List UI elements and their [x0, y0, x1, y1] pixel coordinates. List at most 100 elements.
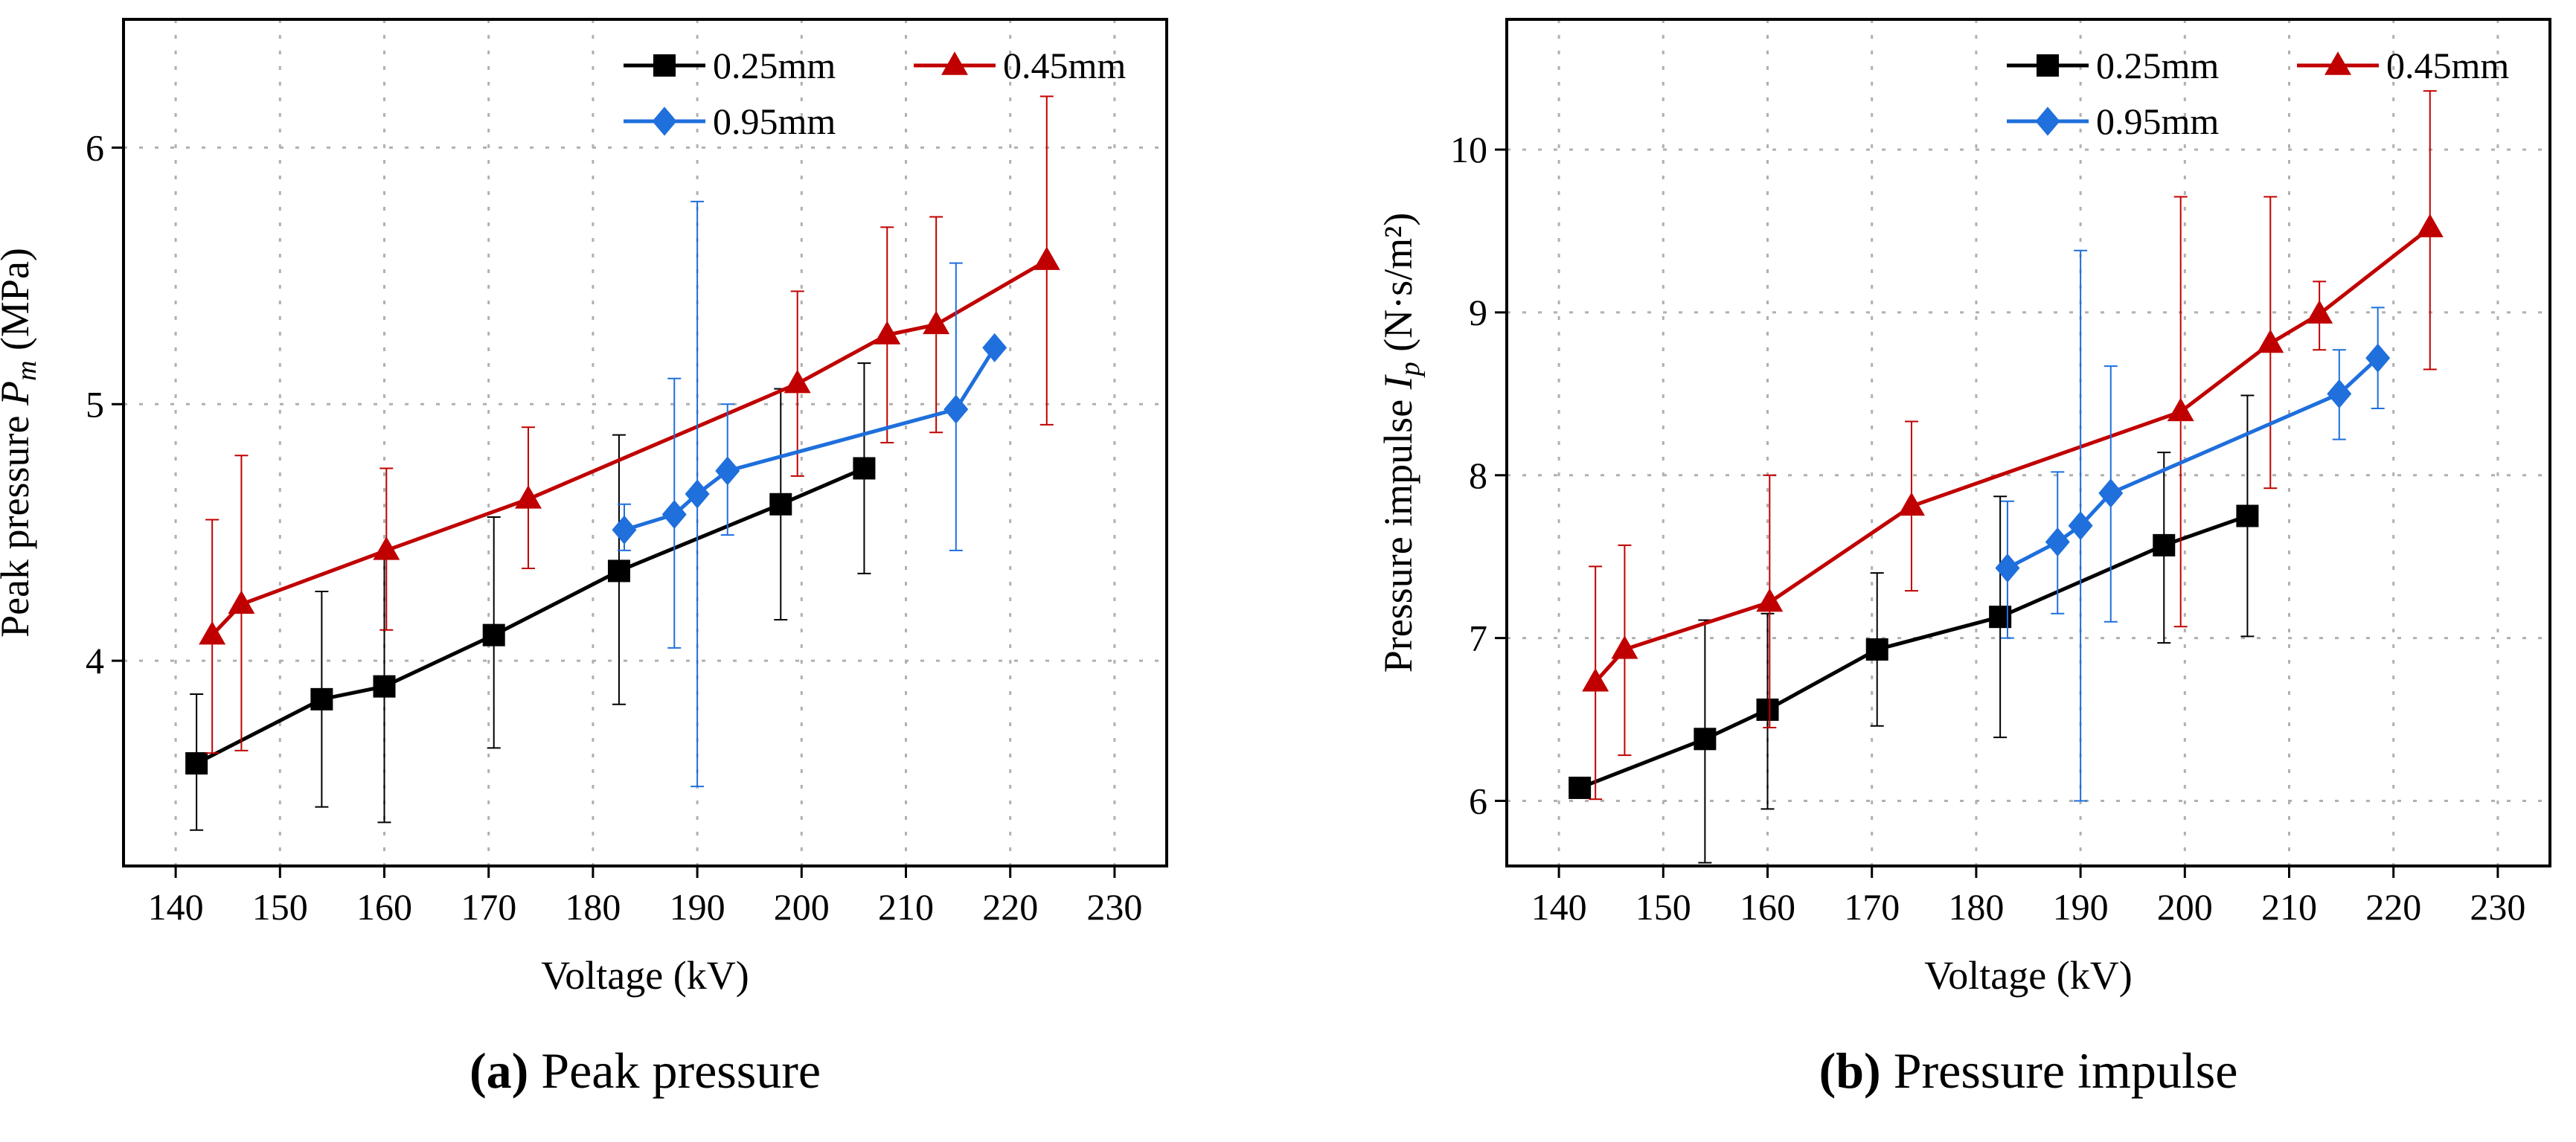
legend-label: 0.45mm: [1003, 45, 1126, 86]
x-tick-label: 160: [356, 886, 412, 928]
data-point: [2045, 527, 2070, 556]
plot-frame: [122, 18, 1168, 867]
x-tick-label: 180: [1948, 886, 2004, 928]
data-point: [661, 500, 687, 530]
data-point: [715, 456, 740, 486]
y-axis-label-part: (MPa): [0, 248, 37, 360]
data-point: [769, 493, 792, 516]
y-tick-label: 7: [1469, 617, 1487, 659]
x-tick-label: 200: [774, 886, 830, 928]
x-tick-label: 150: [252, 886, 308, 928]
caption: (b) Pressure impulse: [1819, 1042, 2238, 1099]
x-tick-label: 200: [2157, 886, 2213, 928]
data-point: [2257, 329, 2284, 353]
y-axis-label-part: (N·s/m²): [1376, 213, 1420, 362]
data-point: [607, 559, 630, 583]
series-line: [1579, 514, 2249, 790]
data-point: [2327, 379, 2352, 408]
y-tick-label: 8: [1469, 455, 1487, 496]
x-tick-label: 140: [1531, 886, 1587, 928]
x-tick-label: 210: [2261, 886, 2317, 928]
x-tick-label: 210: [878, 886, 934, 928]
x-tick-label: 180: [565, 886, 621, 928]
data-point: [1694, 728, 1717, 751]
x-tick-label: 190: [670, 886, 725, 928]
data-point: [228, 590, 255, 615]
series-0.25mm: [185, 362, 876, 831]
legend: 0.25mm 0.45mm 0.95mm: [2007, 45, 2509, 142]
data-point: [1756, 698, 1779, 721]
data-point: [943, 394, 969, 424]
caption-letter: (b): [1819, 1042, 1881, 1099]
data-point: [982, 333, 1007, 362]
data-point: [1569, 776, 1592, 799]
x-tick-label: 170: [461, 886, 516, 928]
data-point: [185, 752, 208, 775]
legend-marker: [941, 51, 968, 75]
legend-marker: [2035, 106, 2060, 136]
data-point: [1897, 492, 1925, 516]
x-tick-label: 230: [2470, 886, 2525, 928]
data-point: [784, 369, 811, 394]
legend-marker: [653, 54, 676, 77]
data-point: [2167, 397, 2194, 422]
legend-label: 0.25mm: [2096, 45, 2219, 86]
data-point: [853, 457, 876, 480]
data-point: [2098, 478, 2124, 508]
data-point: [1865, 638, 1888, 661]
x-axis-label: Voltage (kV): [541, 953, 749, 998]
x-axis-label: Voltage (kV): [1924, 953, 2132, 998]
data-point: [1611, 635, 1638, 659]
series-0.45mm: [199, 95, 1060, 754]
y-axis-label: Pressure impulse Ip (N·s/m²): [1376, 213, 1426, 673]
plot-frame: [1505, 18, 2551, 867]
y-axis-label-part: Pressure impulse: [1376, 389, 1420, 673]
legend-marker: [2325, 51, 2351, 75]
data-point: [612, 515, 637, 545]
y-tick-label: 10: [1450, 129, 1487, 170]
caption-letter: (a): [470, 1042, 528, 1099]
data-point: [2236, 504, 2259, 527]
series-0.95mm: [612, 200, 1007, 788]
y-axis-label-part: P: [0, 381, 37, 406]
data-point: [923, 310, 950, 335]
y-axis-label-part: I: [1376, 373, 1420, 390]
data-point: [2416, 214, 2444, 237]
x-tick-label: 190: [2053, 886, 2109, 928]
legend: 0.25mm 0.45mm 0.95mm: [624, 45, 1126, 142]
legend-label: 0.95mm: [713, 100, 836, 142]
data-point: [373, 536, 400, 560]
y-axis-label-part: Peak pressure: [0, 405, 37, 638]
caption: (a) Peak pressure: [470, 1042, 821, 1099]
data-point: [482, 623, 505, 647]
series-line: [195, 466, 865, 766]
x-tick-label: 160: [1740, 886, 1795, 928]
data-point: [1756, 588, 1784, 612]
data-point: [199, 620, 226, 645]
x-tick-label: 140: [148, 886, 204, 928]
chart-pressure-impulse: 140 150 160 170 180 190 200 210 220 230 6 7 8 9 10 0.25…: [1376, 18, 2551, 1099]
data-point: [2153, 533, 2176, 556]
data-point: [685, 479, 710, 509]
caption-text: Pressure impulse: [1881, 1042, 2238, 1099]
data-point: [2306, 300, 2333, 324]
y-tick-label: 4: [86, 640, 104, 681]
y-tick-label: 9: [1469, 292, 1487, 333]
caption-text: Peak pressure: [528, 1042, 821, 1099]
x-tick-label: 220: [982, 886, 1038, 928]
data-point: [2068, 511, 2093, 541]
y-tick-label: 5: [86, 383, 104, 425]
series-0.95mm: [1995, 249, 2391, 802]
x-tick-label: 230: [1086, 886, 1142, 928]
legend-marker: [2037, 54, 2059, 77]
legend-marker: [652, 106, 677, 136]
legend-label: 0.95mm: [2096, 100, 2219, 142]
x-tick-label: 170: [1844, 886, 1900, 928]
data-point: [373, 675, 396, 698]
series-0.25mm: [1569, 394, 2259, 864]
data-point: [1033, 246, 1060, 270]
data-point: [1995, 554, 2020, 583]
series-line: [1594, 226, 2432, 684]
